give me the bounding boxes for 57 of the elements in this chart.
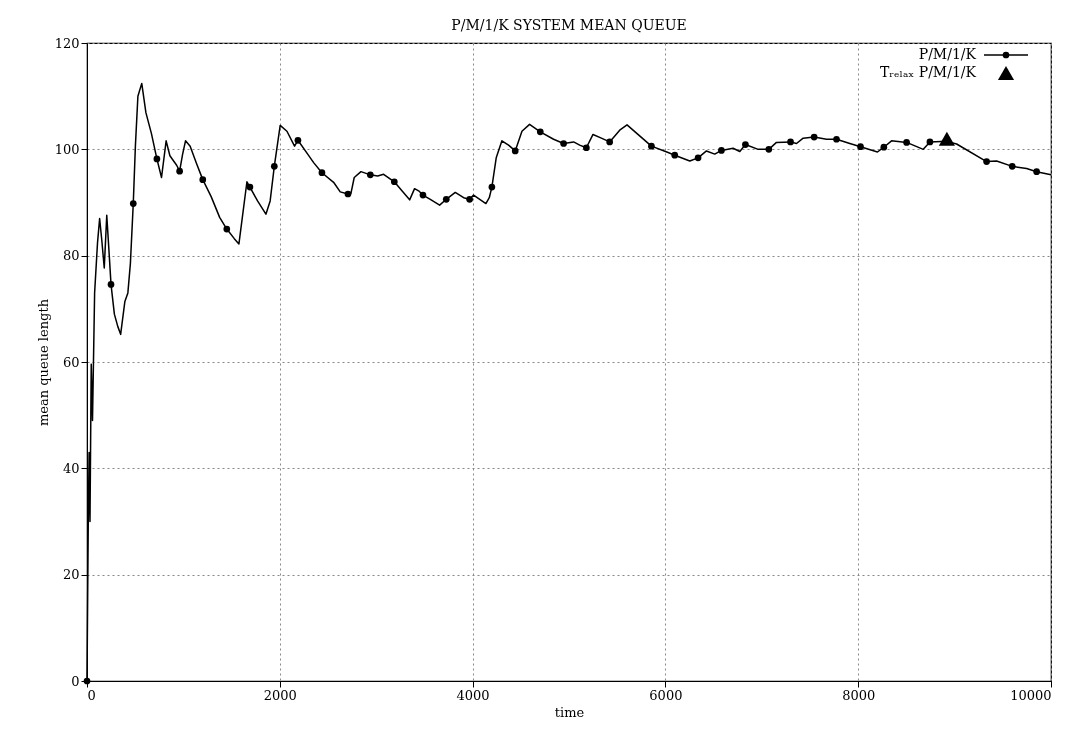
y-axis-title: mean queue length <box>35 298 51 427</box>
point <box>1008 163 1016 170</box>
x-axis-title: time <box>554 704 585 720</box>
point <box>810 133 818 141</box>
y-tick-label: 80 <box>62 248 80 264</box>
point <box>419 191 427 199</box>
point <box>857 143 864 151</box>
point <box>129 200 137 207</box>
point <box>366 171 374 179</box>
y-tick-label: 0 <box>71 673 80 689</box>
point <box>560 140 567 147</box>
point <box>344 190 352 198</box>
x-tick-label: 0 <box>87 687 96 703</box>
point <box>671 151 679 159</box>
y-tick-label: 40 <box>62 460 80 476</box>
point <box>318 169 326 177</box>
point <box>742 141 749 148</box>
legend-label: P/M/1/K <box>918 46 977 62</box>
point <box>926 138 934 146</box>
x-tick-label: 2000 <box>263 687 297 703</box>
y-tick-label: 120 <box>54 35 80 51</box>
point <box>606 138 614 146</box>
x-tick-label: 8000 <box>842 687 876 703</box>
point <box>880 143 888 151</box>
point <box>765 145 773 153</box>
point <box>246 183 254 191</box>
point <box>223 225 231 233</box>
point <box>294 136 302 144</box>
point <box>583 144 590 152</box>
y-tick-label: 100 <box>54 141 80 157</box>
point <box>718 147 725 154</box>
point <box>390 178 398 186</box>
point <box>983 158 990 165</box>
point <box>153 155 161 163</box>
point <box>787 138 794 146</box>
point <box>442 195 450 203</box>
point <box>648 142 655 150</box>
point <box>270 163 278 170</box>
y-tick-label: 60 <box>62 354 80 370</box>
y-tick-label: 20 <box>62 567 80 583</box>
chart-title: P/M/1/K SYSTEM MEAN QUEUE <box>451 17 687 33</box>
point <box>511 147 519 155</box>
point <box>176 167 183 175</box>
point <box>833 135 840 143</box>
point <box>938 131 955 146</box>
legend-label: Tᵣₑₗₐₓ P/M/1/K <box>879 64 977 80</box>
point <box>1033 168 1040 176</box>
point <box>903 139 910 146</box>
x-tick-label: 4000 <box>456 687 490 703</box>
point <box>488 183 496 191</box>
x-tick-label: 10000 <box>1010 687 1052 703</box>
point <box>536 128 544 136</box>
point <box>694 154 702 162</box>
point <box>199 176 207 183</box>
point <box>466 195 473 203</box>
x-tick-label: 6000 <box>649 687 683 703</box>
point <box>107 281 115 288</box>
